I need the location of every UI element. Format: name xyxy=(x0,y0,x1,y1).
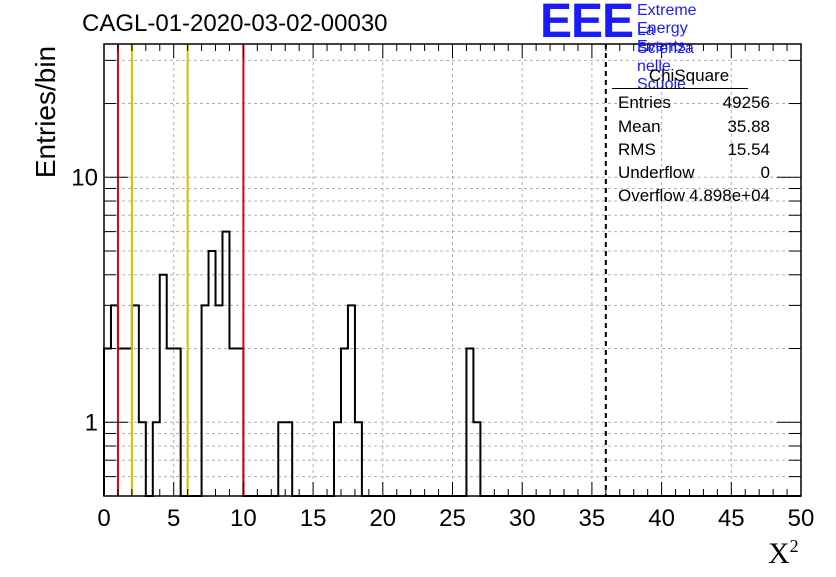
x-tick-label: 40 xyxy=(648,505,675,532)
x-axis-label: X2 xyxy=(768,536,799,571)
x-tick-label: 5 xyxy=(167,505,180,532)
stats-key: RMS xyxy=(618,140,656,159)
x-axis-label-superscript: 2 xyxy=(789,536,799,556)
stats-value: 49256 xyxy=(722,93,770,112)
x-tick-label: 45 xyxy=(718,505,745,532)
stats-value: 4.898e+04 xyxy=(689,186,770,205)
stats-divider xyxy=(612,88,748,89)
x-tick-label: 0 xyxy=(97,505,110,532)
stats-key: Entries xyxy=(618,93,671,112)
stats-key: Underflow xyxy=(618,163,695,182)
y-tick-label: 10 xyxy=(71,164,98,191)
y-tick-label: 1 xyxy=(85,409,98,436)
x-tick-label: 50 xyxy=(788,505,815,532)
chart-title: CAGL-01-2020-03-02-00030 xyxy=(82,10,388,37)
stats-key: Mean xyxy=(618,117,661,136)
stats-key: Overflow xyxy=(618,186,686,205)
stats-value: 35.88 xyxy=(727,117,770,136)
x-tick-label: 30 xyxy=(509,505,536,532)
stats-title: ChiSquare xyxy=(648,66,730,85)
x-tick-label: 20 xyxy=(369,505,396,532)
x-tick-label: 10 xyxy=(230,505,257,532)
stats-value: 15.54 xyxy=(727,140,770,159)
y-axis-label: Entries/bin xyxy=(30,45,61,179)
eee-logo-mark: EEE xyxy=(540,0,634,48)
x-tick-label: 15 xyxy=(300,505,327,532)
x-tick-label: 25 xyxy=(439,505,466,532)
x-axis-label-base: X xyxy=(768,537,790,570)
stats-value: 0 xyxy=(760,163,770,182)
x-tick-label: 35 xyxy=(579,505,606,532)
eee-logo-line1: Extreme Energy Events xyxy=(637,2,697,55)
eee-logo-line2: La Scienza nelle Scuole xyxy=(637,22,694,93)
